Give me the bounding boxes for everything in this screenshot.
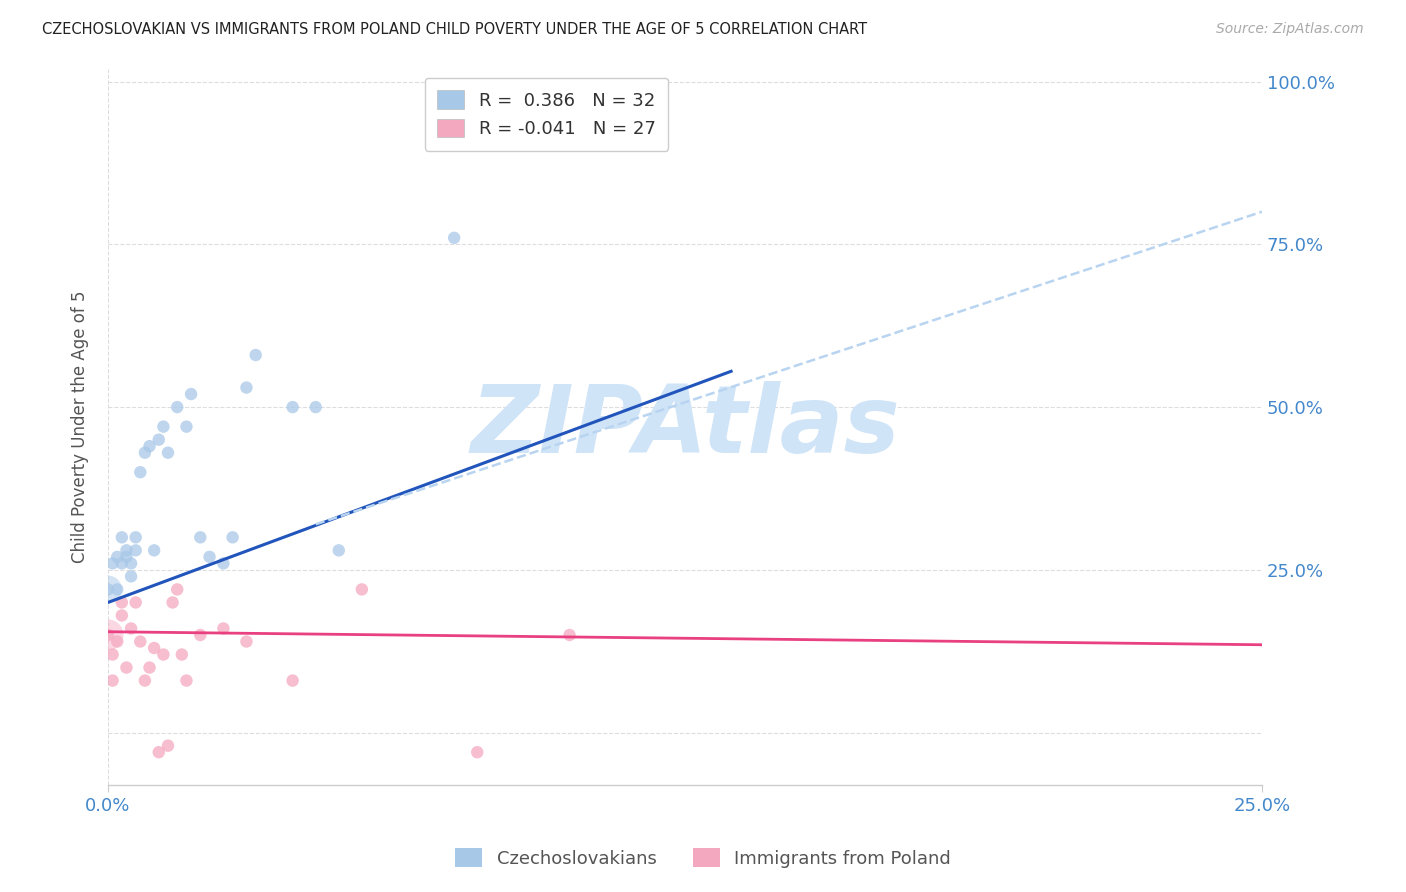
Point: [101, 557, 124, 571]
Point: [152, 419, 174, 434]
Point: [148, 745, 170, 759]
Point: [443, 231, 465, 245]
Point: [212, 622, 235, 636]
Legend: R =  0.386   N = 32, R = -0.041   N = 27: R = 0.386 N = 32, R = -0.041 N = 27: [425, 78, 668, 151]
Point: [101, 648, 124, 662]
Text: CZECHOSLOVAKIAN VS IMMIGRANTS FROM POLAND CHILD POVERTY UNDER THE AGE OF 5 CORRE: CZECHOSLOVAKIAN VS IMMIGRANTS FROM POLAN…: [42, 22, 868, 37]
Point: [105, 582, 128, 597]
Point: [115, 660, 138, 674]
Point: [143, 640, 166, 655]
Point: [111, 608, 134, 623]
Point: [162, 595, 184, 609]
Point: [152, 648, 174, 662]
Point: [111, 557, 134, 571]
Point: [328, 543, 350, 558]
Point: [125, 530, 148, 544]
Point: [111, 595, 134, 609]
Point: [281, 673, 304, 688]
Point: [558, 628, 581, 642]
Point: [120, 622, 142, 636]
Point: [235, 380, 257, 394]
Point: [120, 569, 142, 583]
Point: [166, 400, 188, 414]
Point: [245, 348, 267, 362]
Point: [138, 660, 160, 674]
Point: [120, 557, 142, 571]
Point: [129, 465, 152, 479]
Point: [125, 595, 148, 609]
Legend: Czechoslovakians, Immigrants from Poland: Czechoslovakians, Immigrants from Poland: [444, 838, 962, 879]
Point: [465, 745, 488, 759]
Point: [105, 634, 128, 648]
Point: [170, 648, 193, 662]
Point: [212, 557, 235, 571]
Point: [188, 628, 211, 642]
Point: [166, 582, 188, 597]
Point: [188, 530, 211, 544]
Point: [111, 530, 134, 544]
Text: Source: ZipAtlas.com: Source: ZipAtlas.com: [1216, 22, 1364, 37]
Point: [101, 673, 124, 688]
Point: [176, 673, 198, 688]
Point: [350, 582, 373, 597]
Point: [129, 634, 152, 648]
Point: [235, 634, 257, 648]
Point: [156, 445, 179, 459]
Point: [115, 549, 138, 564]
Point: [97, 628, 120, 642]
Y-axis label: Child Poverty Under the Age of 5: Child Poverty Under the Age of 5: [72, 291, 89, 563]
Point: [138, 439, 160, 453]
Point: [148, 433, 170, 447]
Text: ZIPAtlas: ZIPAtlas: [470, 381, 900, 473]
Point: [134, 445, 156, 459]
Point: [176, 419, 198, 434]
Point: [97, 582, 120, 597]
Point: [115, 543, 138, 558]
Point: [198, 549, 221, 564]
Point: [221, 530, 243, 544]
Point: [134, 673, 156, 688]
Point: [105, 549, 128, 564]
Point: [97, 582, 120, 597]
Point: [156, 739, 179, 753]
Point: [180, 387, 202, 401]
Point: [97, 628, 120, 642]
Point: [281, 400, 304, 414]
Point: [305, 400, 328, 414]
Point: [125, 543, 148, 558]
Point: [143, 543, 166, 558]
